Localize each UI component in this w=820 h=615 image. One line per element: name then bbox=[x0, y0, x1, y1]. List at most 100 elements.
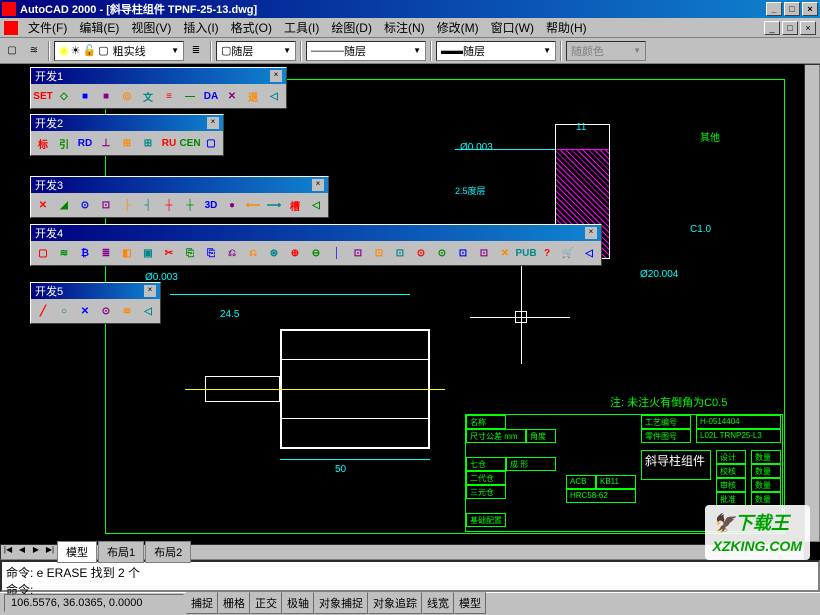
menu-帮助(H)[interactable]: 帮助(H) bbox=[540, 19, 593, 37]
tool-button-2[interactable]: ⊙ bbox=[75, 195, 95, 215]
status-toggle-极轴[interactable]: 极轴 bbox=[282, 592, 314, 614]
tool-button-6[interactable]: ┼ bbox=[159, 195, 179, 215]
tool-button-10[interactable]: ⎌ bbox=[243, 243, 263, 263]
layer-prev-button[interactable]: ≣ bbox=[186, 41, 206, 61]
tool-button-22[interactable]: ✕ bbox=[495, 243, 515, 263]
tool-button-6[interactable]: ≡ bbox=[159, 86, 179, 106]
doc-minimize-button[interactable]: _ bbox=[764, 21, 780, 35]
menu-窗口(W)[interactable]: 窗口(W) bbox=[485, 19, 540, 37]
linetype-combo[interactable]: ――― 随层▼ bbox=[306, 41, 426, 61]
tab-nav[interactable]: |◀ bbox=[1, 545, 15, 559]
tool-button-6[interactable]: RU bbox=[159, 133, 179, 153]
tool-button-3[interactable]: ⊡ bbox=[96, 195, 116, 215]
tool-button-9[interactable]: ⎌ bbox=[222, 243, 242, 263]
tool-button-3[interactable]: ⊥ bbox=[96, 133, 116, 153]
tool-button-5[interactable]: 文 bbox=[138, 86, 158, 106]
layers-button[interactable]: ≋ bbox=[24, 41, 44, 61]
status-toggle-线宽[interactable]: 线宽 bbox=[422, 592, 454, 614]
toolbar-close-icon[interactable]: × bbox=[585, 227, 597, 239]
plotstyle-combo[interactable]: 随颜色▼ bbox=[566, 41, 646, 61]
tool-button-11[interactable]: ⊛ bbox=[264, 243, 284, 263]
menu-绘图(D)[interactable]: 绘图(D) bbox=[325, 19, 378, 37]
toolbar-close-icon[interactable]: × bbox=[144, 285, 156, 297]
tool-button-3[interactable]: ■ bbox=[96, 86, 116, 106]
tool-button-8[interactable]: 3D bbox=[201, 195, 221, 215]
tool-button-2[interactable]: ₿ bbox=[75, 243, 95, 263]
tool-button-1[interactable]: ≋ bbox=[54, 243, 74, 263]
tool-button-4[interactable]: ├ bbox=[117, 195, 137, 215]
tool-button-2[interactable]: ■ bbox=[75, 86, 95, 106]
tool-button-5[interactable]: ◁ bbox=[138, 301, 158, 321]
tool-button-11[interactable]: ⟶ bbox=[264, 195, 284, 215]
maximize-button[interactable]: □ bbox=[784, 2, 800, 16]
command-line[interactable]: 命令: e ERASE 找到 2 个 命令: bbox=[0, 560, 820, 592]
tab-nav[interactable]: ▶| bbox=[43, 545, 57, 559]
status-toggle-模型[interactable]: 模型 bbox=[454, 592, 486, 614]
lineweight-combo[interactable]: ▬▬ 随层▼ bbox=[436, 41, 556, 61]
tool-button-1[interactable]: ◇ bbox=[54, 86, 74, 106]
tool-button-11[interactable]: ◁ bbox=[264, 86, 284, 106]
layout-tab[interactable]: 模型 bbox=[57, 541, 97, 563]
status-toggle-栅格[interactable]: 栅格 bbox=[218, 592, 250, 614]
tool-button-8[interactable]: ▢ bbox=[201, 133, 221, 153]
layout-tab[interactable]: 布局1 bbox=[98, 541, 144, 563]
menu-编辑(E)[interactable]: 编辑(E) bbox=[73, 19, 125, 37]
tool-button-0[interactable]: SET bbox=[33, 86, 53, 106]
tool-button-5[interactable]: ⊞ bbox=[138, 133, 158, 153]
doc-maximize-button[interactable]: □ bbox=[782, 21, 798, 35]
tool-button-4[interactable]: ◎ bbox=[117, 86, 137, 106]
tool-button-1[interactable]: ○ bbox=[54, 301, 74, 321]
tool-button-6[interactable]: ✂ bbox=[159, 243, 179, 263]
tool-button-0[interactable]: ▢ bbox=[33, 243, 53, 263]
minimize-button[interactable]: _ bbox=[766, 2, 782, 16]
tool-button-10[interactable]: 退 bbox=[243, 86, 263, 106]
tool-button-4[interactable]: ≋ bbox=[117, 301, 137, 321]
status-toggle-对象捕捉[interactable]: 对象捕捉 bbox=[314, 592, 368, 614]
tool-button-20[interactable]: ⊡ bbox=[453, 243, 473, 263]
new-button[interactable]: ▢ bbox=[2, 41, 22, 61]
tool-button-0[interactable]: 标 bbox=[33, 133, 53, 153]
tool-button-1[interactable]: ◢ bbox=[54, 195, 74, 215]
tool-button-10[interactable]: ⟵ bbox=[243, 195, 263, 215]
tool-button-8[interactable]: DA bbox=[201, 86, 221, 106]
tool-button-24[interactable]: ? bbox=[537, 243, 557, 263]
tool-button-2[interactable]: RD bbox=[75, 133, 95, 153]
tool-button-0[interactable]: ✕ bbox=[33, 195, 53, 215]
tab-nav[interactable]: ▶ bbox=[29, 545, 43, 559]
toolbar-close-icon[interactable]: × bbox=[207, 117, 219, 129]
layout-tab[interactable]: 布局2 bbox=[145, 541, 191, 563]
tool-button-15[interactable]: ⊡ bbox=[348, 243, 368, 263]
status-toggle-对象追踪[interactable]: 对象追踪 bbox=[368, 592, 422, 614]
tool-button-25[interactable]: 🛒 bbox=[558, 243, 578, 263]
tool-button-4[interactable]: ◧ bbox=[117, 243, 137, 263]
toolbar-close-icon[interactable]: × bbox=[270, 70, 282, 82]
tool-button-12[interactable]: 槽 bbox=[285, 195, 305, 215]
tool-button-18[interactable]: ⊙ bbox=[411, 243, 431, 263]
tool-button-14[interactable]: │ bbox=[327, 243, 347, 263]
tool-button-4[interactable]: ⊞ bbox=[117, 133, 137, 153]
tool-button-0[interactable]: ╱ bbox=[33, 301, 53, 321]
doc-close-button[interactable]: × bbox=[800, 21, 816, 35]
menu-视图(V)[interactable]: 视图(V) bbox=[125, 19, 177, 37]
tool-button-16[interactable]: ⊡ bbox=[369, 243, 389, 263]
status-toggle-捕捉[interactable]: 捕捉 bbox=[186, 592, 218, 614]
menu-修改(M)[interactable]: 修改(M) bbox=[431, 19, 485, 37]
tool-button-7[interactable]: ⎘ bbox=[180, 243, 200, 263]
close-button[interactable]: × bbox=[802, 2, 818, 16]
tab-nav[interactable]: ◀ bbox=[15, 545, 29, 559]
tool-button-7[interactable]: CEN bbox=[180, 133, 200, 153]
tool-button-26[interactable]: ◁ bbox=[579, 243, 599, 263]
tool-button-17[interactable]: ⊡ bbox=[390, 243, 410, 263]
tool-button-2[interactable]: ✕ bbox=[75, 301, 95, 321]
tool-button-3[interactable]: ⊙ bbox=[96, 301, 116, 321]
tool-button-7[interactable]: ― bbox=[180, 86, 200, 106]
tool-button-13[interactable]: ◁ bbox=[306, 195, 326, 215]
status-toggle-正交[interactable]: 正交 bbox=[250, 592, 282, 614]
menu-工具(I)[interactable]: 工具(I) bbox=[278, 19, 325, 37]
layer-combo[interactable]: ◉☀🔓▢ 粗实线▼ bbox=[54, 41, 184, 61]
tool-button-5[interactable]: ▣ bbox=[138, 243, 158, 263]
menu-插入(I)[interactable]: 插入(I) bbox=[177, 19, 224, 37]
tool-button-5[interactable]: ┤ bbox=[138, 195, 158, 215]
color-combo[interactable]: ▢ 随层▼ bbox=[216, 41, 296, 61]
tool-button-9[interactable]: ● bbox=[222, 195, 242, 215]
